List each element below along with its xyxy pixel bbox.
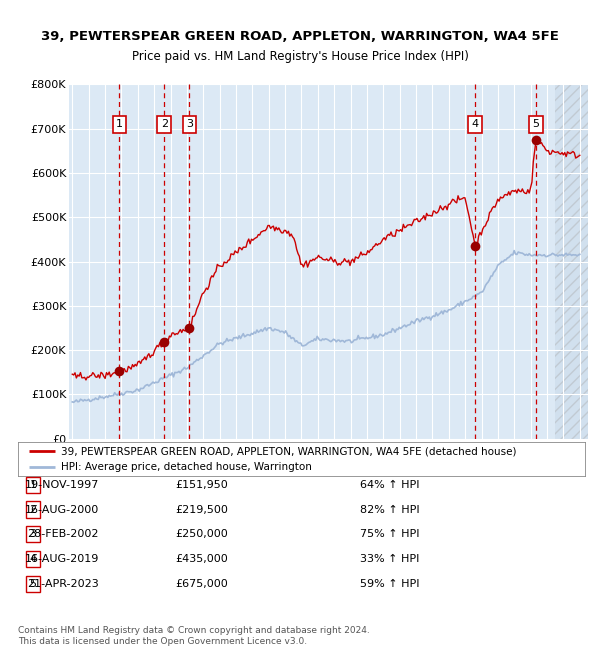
Text: 4: 4	[472, 120, 479, 129]
Text: 59% ↑ HPI: 59% ↑ HPI	[360, 578, 419, 589]
Text: 39, PEWTERSPEAR GREEN ROAD, APPLETON, WARRINGTON, WA4 5FE (detached house): 39, PEWTERSPEAR GREEN ROAD, APPLETON, WA…	[61, 447, 516, 456]
Text: 5: 5	[29, 578, 37, 589]
Text: 3: 3	[186, 120, 193, 129]
Text: HPI: Average price, detached house, Warrington: HPI: Average price, detached house, Warr…	[61, 462, 311, 472]
Text: 16-AUG-2000: 16-AUG-2000	[25, 504, 99, 515]
Text: 3: 3	[29, 529, 37, 539]
Text: 19-NOV-1997: 19-NOV-1997	[25, 480, 99, 490]
Bar	[555, 84, 600, 439]
Text: £435,000: £435,000	[175, 554, 228, 564]
Text: 16-AUG-2019: 16-AUG-2019	[25, 554, 99, 564]
Text: £151,950: £151,950	[175, 480, 228, 490]
Text: 82% ↑ HPI: 82% ↑ HPI	[360, 504, 419, 515]
Text: £250,000: £250,000	[175, 529, 228, 539]
Text: 33% ↑ HPI: 33% ↑ HPI	[360, 554, 419, 564]
Text: Price paid vs. HM Land Registry's House Price Index (HPI): Price paid vs. HM Land Registry's House …	[131, 50, 469, 63]
Text: 28-FEB-2002: 28-FEB-2002	[28, 529, 99, 539]
Text: 75% ↑ HPI: 75% ↑ HPI	[360, 529, 419, 539]
Text: £675,000: £675,000	[175, 578, 228, 589]
Text: 4: 4	[29, 554, 37, 564]
Text: 1: 1	[29, 480, 37, 490]
Text: £219,500: £219,500	[175, 504, 228, 515]
Text: 64% ↑ HPI: 64% ↑ HPI	[360, 480, 419, 490]
Bar	[555, 84, 600, 439]
Text: 5: 5	[532, 120, 539, 129]
Text: Contains HM Land Registry data © Crown copyright and database right 2024.: Contains HM Land Registry data © Crown c…	[18, 626, 370, 635]
Text: 1: 1	[116, 120, 123, 129]
Text: 2: 2	[161, 120, 168, 129]
Text: 39, PEWTERSPEAR GREEN ROAD, APPLETON, WARRINGTON, WA4 5FE: 39, PEWTERSPEAR GREEN ROAD, APPLETON, WA…	[41, 30, 559, 43]
Text: 2: 2	[29, 504, 37, 515]
Text: This data is licensed under the Open Government Licence v3.0.: This data is licensed under the Open Gov…	[18, 637, 307, 646]
Text: 21-APR-2023: 21-APR-2023	[27, 578, 99, 589]
